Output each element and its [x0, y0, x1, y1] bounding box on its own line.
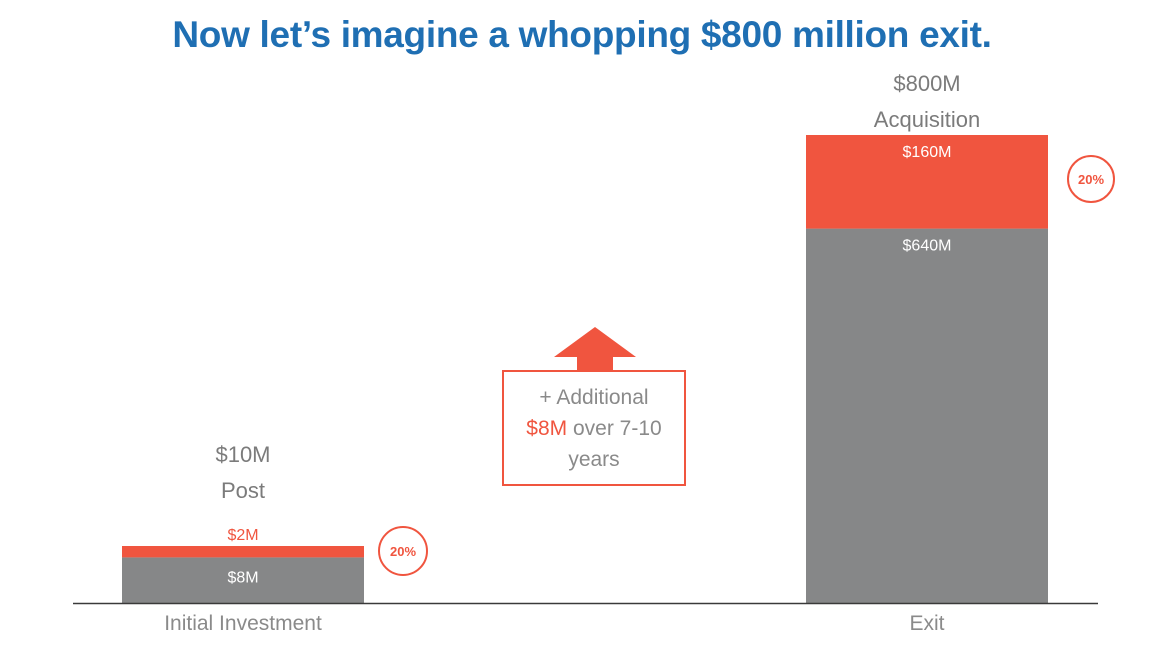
- data-label-investor-share-0: $2M: [227, 527, 258, 544]
- data-label-remaining-0: $8M: [227, 569, 258, 586]
- x-tick-label-1: Exit: [909, 612, 944, 635]
- callout-line-2: $8M over 7-10: [504, 413, 684, 444]
- up-arrow-icon: [554, 327, 636, 371]
- data-label-remaining-1: $640M: [903, 238, 952, 255]
- percent-badge-circle-1: [1067, 155, 1115, 203]
- total-value-label-1: $800M: [893, 71, 960, 96]
- bar-remaining-1: [806, 228, 1048, 603]
- callout-amount: $8M: [526, 417, 568, 440]
- percent-badge-label-0: 20%: [390, 544, 416, 559]
- callout-line-2-rest: over 7-10: [567, 417, 662, 440]
- percent-badge-circle-0: [378, 526, 428, 576]
- bar-investor-share-1: [806, 135, 1048, 229]
- callout-line-3: years: [568, 448, 620, 471]
- total-value-label-0: $10M: [215, 442, 270, 467]
- bar-remaining-0: [122, 557, 364, 603]
- percent-badge-label-1: 20%: [1078, 172, 1104, 187]
- data-label-investor-share-1: $160M: [903, 144, 952, 161]
- additional-investment-callout: + Additional $8M over 7-10 years: [502, 370, 686, 486]
- total-caption-label-0: Post: [221, 478, 265, 503]
- total-caption-label-1: Acquisition: [874, 107, 980, 132]
- x-tick-label-0: Initial Investment: [164, 612, 322, 635]
- callout-line-1: + Additional: [539, 386, 649, 409]
- slide-title: Now let’s imagine a whopping $800 millio…: [172, 14, 992, 55]
- bar-investor-share-0: [122, 546, 364, 558]
